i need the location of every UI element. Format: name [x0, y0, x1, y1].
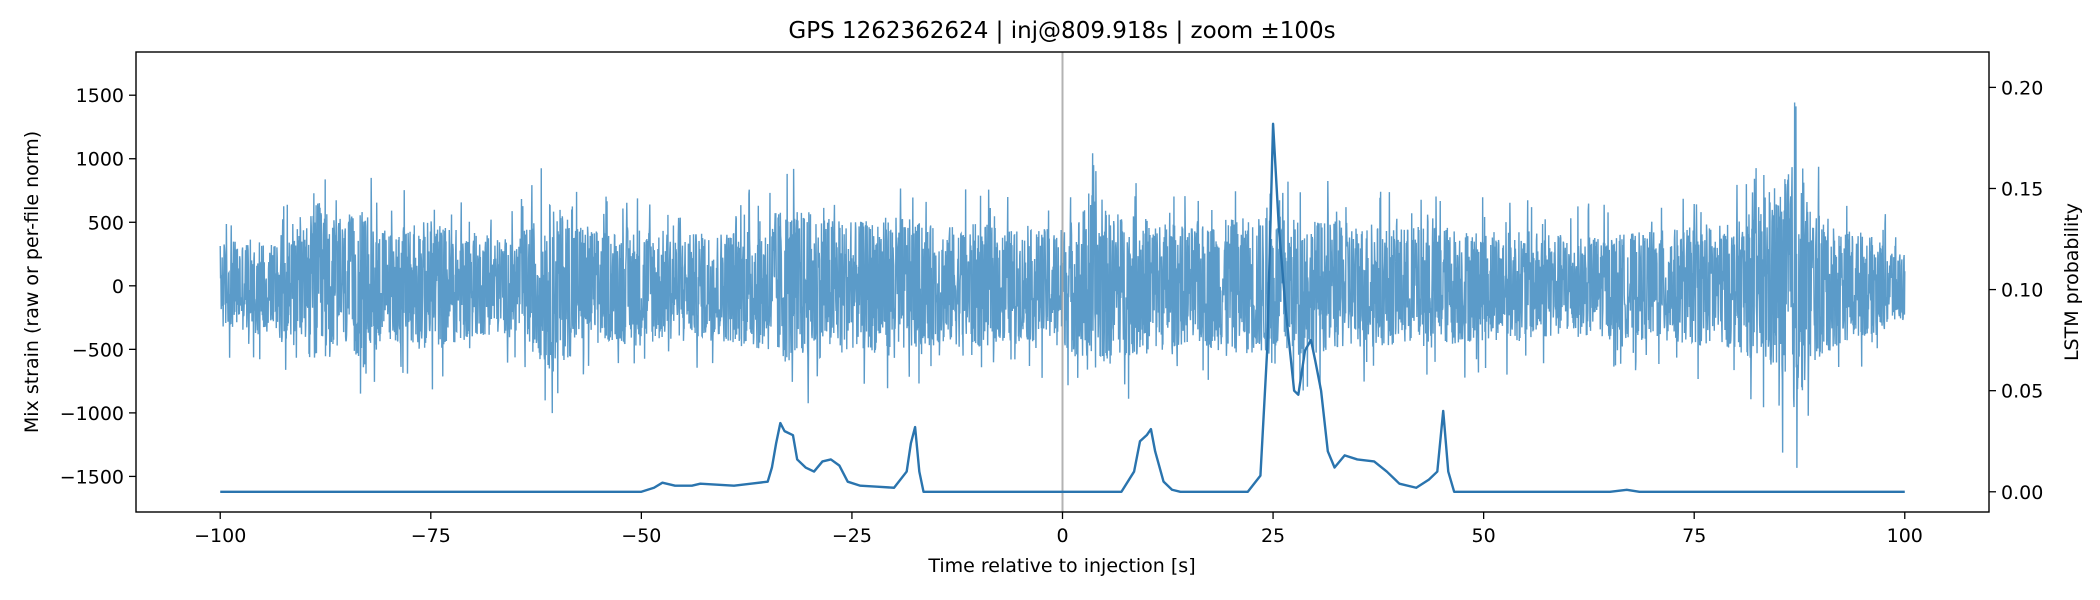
x-tick-label: −75 — [411, 525, 451, 547]
y-left-tick-label: 1000 — [76, 149, 124, 171]
x-tick-label: 50 — [1472, 525, 1496, 547]
y-left-tick-label: −1500 — [60, 466, 124, 488]
x-axis-label: Time relative to injection [s] — [927, 555, 1195, 577]
y-axis-left-label: Mix strain (raw or per-file norm) — [21, 131, 43, 433]
y-left-tick-label: −500 — [72, 339, 124, 361]
x-tick-label: 0 — [1056, 525, 1068, 547]
x-tick-label: 75 — [1682, 525, 1706, 547]
y-right-tick-label: 0.15 — [2001, 178, 2043, 200]
x-tick-label: −25 — [832, 525, 872, 547]
y-left-tick-label: 1500 — [76, 85, 124, 107]
x-tick-label: 25 — [1261, 525, 1285, 547]
y-axis-right-label: LSTM probability — [2061, 203, 2083, 361]
y-left-tick-label: −1000 — [60, 403, 124, 425]
y-right-tick-label: 0.05 — [2001, 381, 2043, 403]
lstm-probability-line — [220, 122, 1905, 493]
y-right-tick-label: 0.00 — [2001, 482, 2043, 504]
y-right-tick-label: 0.20 — [2001, 77, 2043, 99]
y-left-tick-label: 0 — [112, 276, 124, 298]
x-tick-label: 100 — [1887, 525, 1923, 547]
x-tick-label: −100 — [194, 525, 246, 547]
x-tick-label: −50 — [621, 525, 661, 547]
chart-title: GPS 1262362624 | inj@809.918s | zoom ±10… — [788, 18, 1335, 44]
y-left-tick-label: 500 — [88, 212, 124, 234]
y-right-tick-label: 0.10 — [2001, 280, 2043, 302]
